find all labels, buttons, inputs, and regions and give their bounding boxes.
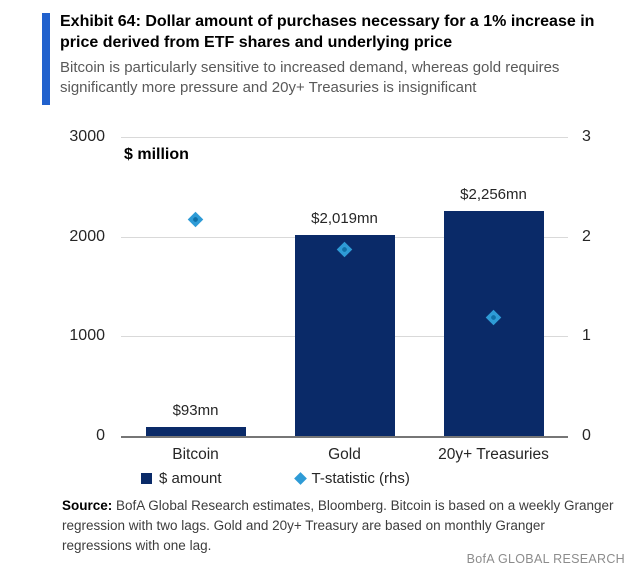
exhibit-title: Exhibit 64: Dollar amount of purchases n… [60, 13, 595, 51]
x-axis-label-bitcoin: Bitcoin [172, 446, 219, 463]
x-axis-label-gold: Gold [328, 446, 361, 463]
brand-footer: BofA GLOBAL RESEARCH [466, 552, 625, 566]
legend-label: $ amount [159, 470, 222, 487]
bar-bitcoin [145, 426, 246, 436]
gridline [121, 137, 568, 138]
y-axis-tick-left: 3000 [69, 128, 105, 145]
x-axis-label-20y-treasuries: 20y+ Treasuries [438, 446, 549, 463]
plot-area: 0 1000 2000 3000 0 1 2 3 $93mn Bitcoin $2,019mn Gol… [69, 129, 591, 464]
y-axis-tick-left: 1000 [69, 327, 105, 345]
bar-value-label: $2,256mn [460, 186, 527, 204]
exhibit-subtitle: Bitcoin is particularly sensitive to inc… [60, 59, 560, 96]
bar-value-label: $2,019mn [311, 209, 378, 227]
legend-label: T-statistic (rhs) [311, 470, 410, 487]
y-axis-tick-left: 0 [96, 427, 105, 444]
chart-legend: $ amount T-statistic (rhs) [141, 470, 410, 487]
legend-item-t-statistic-rhs: T-statistic (rhs) [293, 470, 410, 487]
y-axis-tick-right: 3 [582, 128, 591, 145]
y-axis-tick-right: 1 [582, 327, 591, 345]
y-axis-tick-right: 0 [582, 427, 591, 444]
y-axis-tick-right: 2 [582, 227, 591, 245]
legend-item-amount: $ amount [141, 470, 222, 487]
bar-gold [294, 234, 395, 436]
accent-bar [42, 13, 50, 105]
t-statistic-marker-bitcoin [187, 211, 204, 228]
left-axis-title: $ million [124, 146, 189, 163]
y-axis-tick-left: 2000 [69, 227, 105, 245]
source-note: Source: BofA Global Research estimates, … [62, 496, 618, 556]
bar-value-label: $93mn [172, 401, 219, 419]
source-text: BofA Global Research estimates, Bloomber… [62, 498, 614, 553]
legend-square-icon [141, 473, 152, 484]
legend-diamond-icon [293, 472, 307, 485]
source-label: Source: [62, 498, 113, 513]
